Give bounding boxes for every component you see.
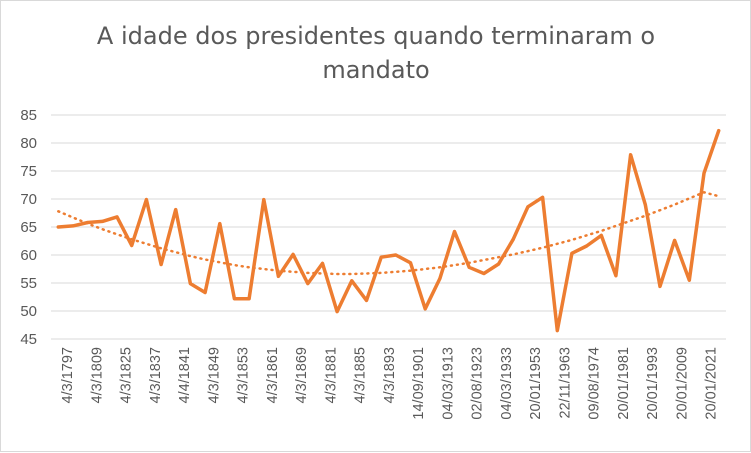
- x-tick-label: 20/01/1981: [616, 347, 632, 420]
- data-point: [658, 284, 662, 288]
- x-tick-label: 4/3/1885: [353, 347, 369, 403]
- data-point: [203, 291, 207, 295]
- data-point: [629, 153, 633, 157]
- x-tick-label: 22/11/1963: [557, 347, 573, 419]
- data-point: [306, 282, 310, 286]
- x-tick-label: 4/3/1893: [382, 347, 398, 403]
- data-point: [174, 208, 178, 212]
- x-tick-label: 4/3/1825: [119, 347, 135, 403]
- data-point: [71, 224, 75, 228]
- x-tick-label: 4/3/1849: [206, 347, 222, 403]
- data-point: [643, 203, 647, 207]
- age-line: [56, 128, 721, 333]
- data-point: [350, 279, 354, 283]
- data-point: [599, 233, 603, 237]
- x-tick-label: 4/3/1869: [294, 347, 310, 403]
- chart-title: A idade dos presidentes quando terminara…: [96, 22, 656, 84]
- data-point: [423, 307, 427, 311]
- data-point: [453, 229, 457, 233]
- data-point: [570, 251, 574, 255]
- x-tick-label: 20/01/1953: [528, 347, 544, 420]
- x-tick-label: 4/3/1797: [60, 347, 76, 403]
- x-tick-label: 4/3/1853: [236, 347, 252, 403]
- data-point: [614, 274, 618, 278]
- data-point: [188, 282, 192, 286]
- data-point: [100, 219, 104, 223]
- y-tick-label: 55: [20, 275, 37, 292]
- y-tick-label: 65: [20, 219, 37, 236]
- x-tick-label: 4/4/1841: [177, 347, 193, 403]
- data-point: [409, 261, 413, 265]
- data-point: [702, 171, 706, 175]
- data-point: [673, 238, 677, 242]
- data-point: [247, 297, 251, 301]
- trendline: [57, 190, 720, 276]
- x-tick-label: 09/08/1974: [587, 347, 603, 420]
- data-point: [115, 215, 119, 219]
- x-tick-label: 4/3/1837: [148, 347, 164, 403]
- y-tick-label: 85: [20, 107, 37, 124]
- x-tick-label: 02/08/1923: [470, 347, 486, 420]
- data-point: [394, 253, 398, 257]
- x-tick-label: 04/03/1933: [499, 347, 515, 420]
- data-point: [467, 265, 471, 269]
- y-tick-label: 45: [20, 331, 37, 348]
- x-tick-label: 14/09/1901: [411, 347, 427, 420]
- data-point: [262, 198, 266, 202]
- data-point: [526, 205, 530, 209]
- data-point: [159, 263, 163, 267]
- x-tick-label: 4/3/1861: [265, 347, 281, 403]
- y-tick-label: 80: [20, 135, 37, 152]
- data-point: [541, 195, 545, 199]
- data-point: [364, 298, 368, 302]
- x-tick-label: 20/01/2021: [704, 347, 720, 420]
- data-point: [585, 244, 589, 248]
- x-tick-label: 4/3/1881: [323, 347, 339, 403]
- data-point: [438, 277, 442, 281]
- data-point: [482, 271, 486, 275]
- y-tick-label: 70: [20, 191, 37, 208]
- data-point: [86, 221, 90, 225]
- y-tick-label: 75: [20, 163, 37, 180]
- data-point: [511, 237, 515, 241]
- data-point: [276, 274, 280, 278]
- data-point: [717, 129, 721, 133]
- data-point: [144, 198, 148, 202]
- data-point: [291, 252, 295, 256]
- data-point: [335, 310, 339, 314]
- x-tick-label: 04/03/1913: [440, 347, 456, 420]
- data-point: [232, 297, 236, 301]
- y-tick-label: 60: [20, 247, 37, 264]
- data-point: [497, 262, 501, 266]
- data-point: [379, 255, 383, 259]
- x-tick-label: 4/3/1809: [89, 347, 105, 403]
- data-point: [56, 225, 60, 229]
- y-tick-label: 50: [20, 303, 37, 320]
- x-tick-label: 20/01/1993: [645, 347, 661, 420]
- data-point: [130, 243, 134, 247]
- data-point: [320, 261, 324, 265]
- data-point: [687, 278, 691, 282]
- x-tick-label: 20/01/2009: [674, 347, 690, 420]
- data-point: [555, 329, 559, 333]
- data-point: [218, 222, 222, 226]
